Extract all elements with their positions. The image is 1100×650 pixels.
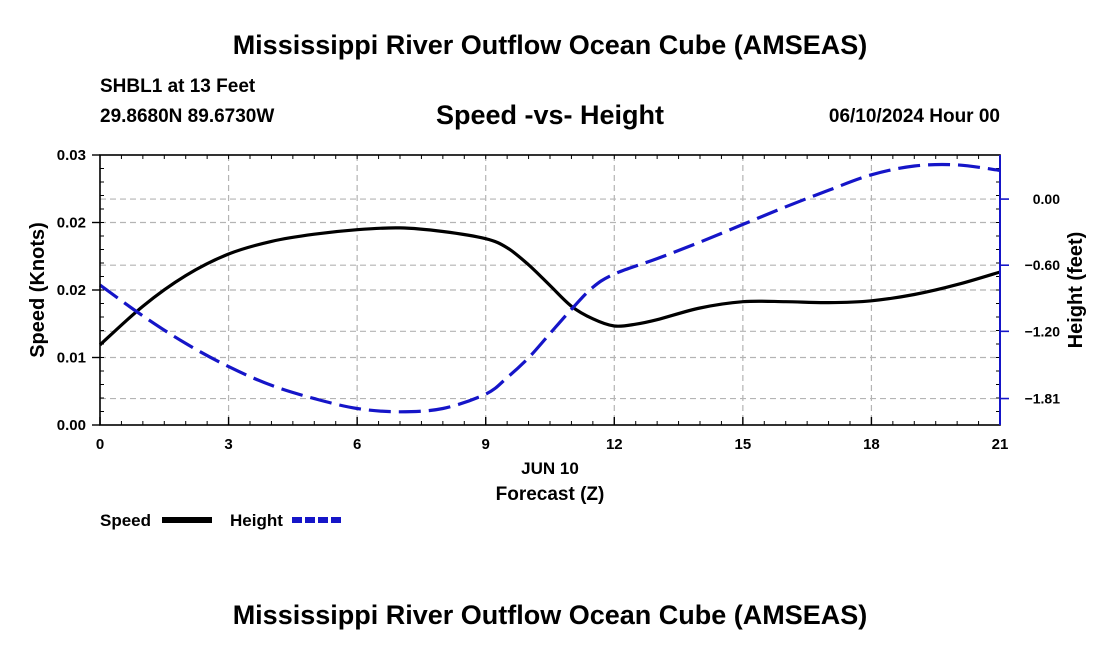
y-left-axis: 0.00 0.01 0.02 0.02 0.03: [57, 147, 100, 434]
y-left-tick-label: 0.03: [57, 147, 86, 164]
legend-label-height: Height: [230, 511, 283, 530]
legend: Speed Height: [100, 511, 342, 530]
coordinates-label: 29.8680N 89.6730W: [100, 106, 275, 127]
series-line-height: [99, 162, 1001, 414]
y-right-axis-label: Height (feet): [1065, 232, 1087, 349]
y-right-tick-label: 0.00: [1033, 191, 1060, 207]
footer-title: Mississippi River Outflow Ocean Cube (AM…: [232, 600, 868, 630]
forecast-datetime: 06/10/2024 Hour 00: [828, 106, 1000, 127]
x-tick-label: 3: [224, 436, 232, 453]
x-tick-label: 9: [482, 436, 490, 453]
series-line-speed: [98, 226, 1001, 347]
y-left-tick-label: 0.00: [57, 417, 86, 434]
x-tick-label: 0: [96, 436, 104, 453]
chart-title: Speed -vs- Height: [435, 100, 665, 130]
y-left-tick-label: 0.01: [57, 350, 86, 367]
y-left-tick-label: 0.02: [57, 215, 86, 232]
x-tick-label: 6: [353, 436, 361, 453]
x-tick-label: 18: [863, 436, 880, 453]
y-right-tick-label: −1.20: [1025, 323, 1061, 339]
y-left-tick-label: 0.02: [57, 282, 86, 299]
y-right-tick-label: −0.60: [1025, 257, 1061, 273]
y-left-axis-label: Speed (Knots): [27, 222, 49, 358]
x-axis: 0 3 6 9 12 15 18 21: [96, 417, 1009, 453]
x-tick-label: 15: [735, 436, 752, 453]
x-axis-label: Forecast (Z): [496, 484, 605, 505]
station-label: SHBL1 at 13 Feet: [100, 76, 256, 97]
x-date-label: JUN 10: [521, 459, 579, 478]
main-title: Mississippi River Outflow Ocean Cube (AM…: [232, 30, 868, 60]
x-tick-label: 21: [992, 436, 1009, 453]
series: [98, 162, 1001, 414]
x-tick-label: 12: [606, 436, 623, 453]
grid: [100, 155, 1000, 425]
y-right-axis: −1.81 −1.20 −0.60 0.00: [999, 155, 1061, 425]
legend-label-speed: Speed: [100, 511, 151, 530]
y-right-tick-label: −1.81: [1025, 391, 1061, 407]
